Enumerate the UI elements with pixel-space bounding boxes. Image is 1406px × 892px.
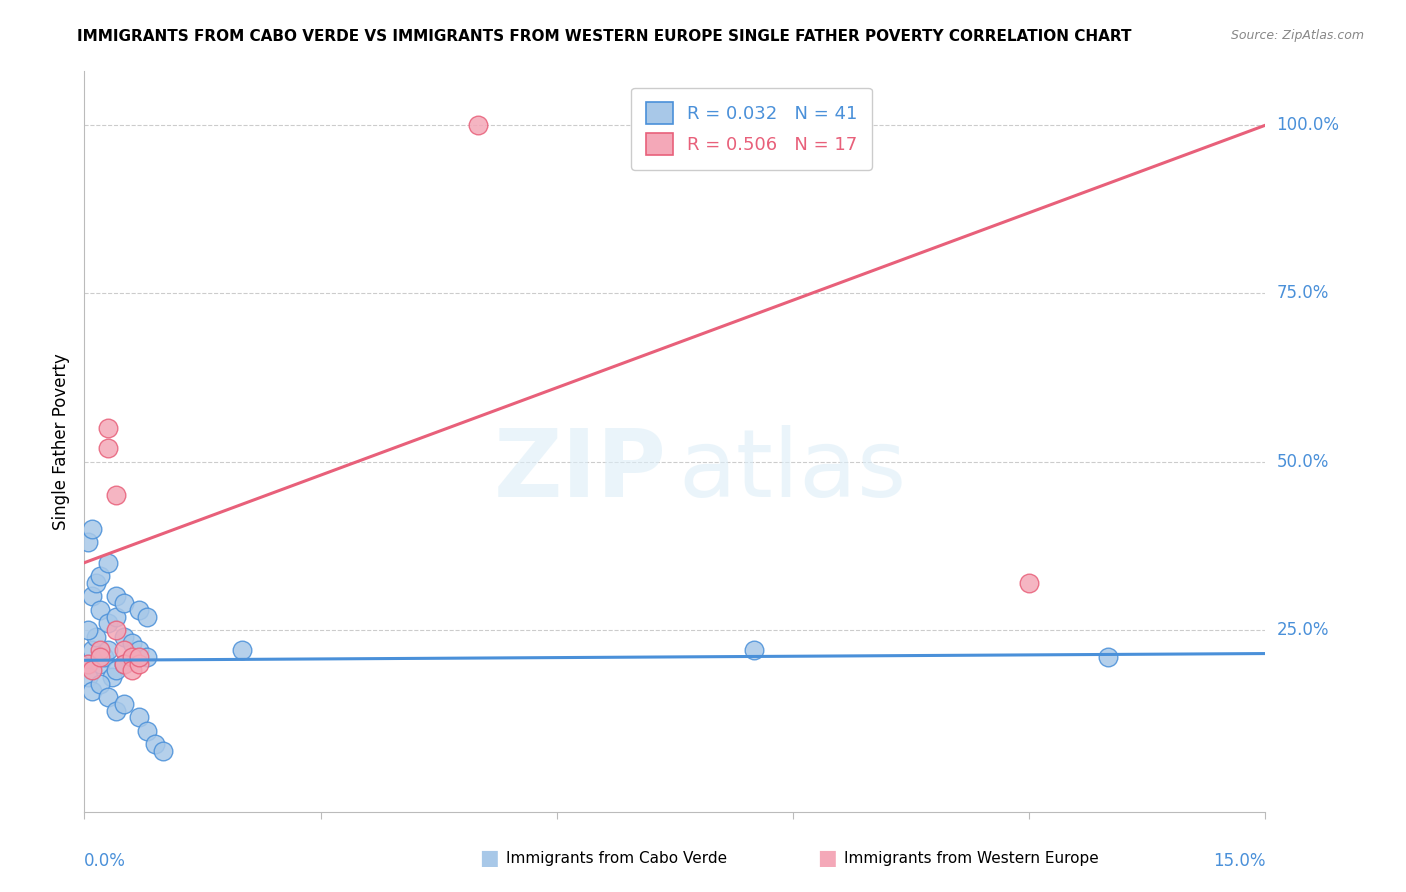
Point	[97, 556, 120, 570]
Point	[742, 118, 765, 132]
Point	[121, 649, 143, 664]
Point	[84, 630, 107, 644]
Point	[112, 630, 135, 644]
Point	[104, 590, 127, 604]
Point	[104, 609, 127, 624]
Point	[112, 657, 135, 671]
Point	[82, 664, 104, 678]
Point	[77, 670, 100, 684]
Point	[136, 609, 159, 624]
Text: 100.0%: 100.0%	[1277, 116, 1340, 134]
Point	[1018, 575, 1040, 590]
Point	[128, 657, 150, 671]
Point	[82, 590, 104, 604]
Point	[128, 710, 150, 724]
Point	[104, 704, 127, 718]
Y-axis label: Single Father Poverty: Single Father Poverty	[52, 353, 70, 530]
Point	[77, 535, 100, 549]
Point	[97, 421, 120, 435]
Point	[104, 623, 127, 637]
Text: atlas: atlas	[679, 425, 907, 517]
Point	[89, 643, 111, 657]
Point	[93, 649, 115, 664]
Point	[77, 657, 100, 671]
Point	[128, 643, 150, 657]
Point	[82, 683, 104, 698]
Point	[89, 677, 111, 691]
Point	[112, 643, 135, 657]
Text: ZIP: ZIP	[494, 425, 666, 517]
Point	[104, 488, 127, 502]
Text: IMMIGRANTS FROM CABO VERDE VS IMMIGRANTS FROM WESTERN EUROPE SINGLE FATHER POVER: IMMIGRANTS FROM CABO VERDE VS IMMIGRANTS…	[77, 29, 1132, 44]
Text: Source: ZipAtlas.com: Source: ZipAtlas.com	[1230, 29, 1364, 42]
Point	[77, 657, 100, 671]
Point	[101, 670, 124, 684]
Text: ■: ■	[479, 848, 499, 868]
Point	[231, 643, 253, 657]
Point	[121, 664, 143, 678]
Point	[104, 664, 127, 678]
Point	[742, 643, 765, 657]
Point	[136, 649, 159, 664]
Point	[143, 738, 166, 752]
Point	[128, 603, 150, 617]
Point	[467, 118, 489, 132]
Point	[121, 636, 143, 650]
Point	[89, 569, 111, 583]
Point	[89, 657, 111, 671]
Text: 25.0%: 25.0%	[1277, 621, 1329, 639]
Point	[97, 442, 120, 456]
Point	[97, 616, 120, 631]
Text: 50.0%: 50.0%	[1277, 453, 1329, 471]
Point	[97, 690, 120, 705]
Point	[152, 744, 174, 758]
Point	[136, 723, 159, 738]
Point	[128, 649, 150, 664]
Text: 75.0%: 75.0%	[1277, 285, 1329, 302]
Point	[112, 697, 135, 711]
Text: 15.0%: 15.0%	[1213, 852, 1265, 870]
Point	[1097, 649, 1119, 664]
Text: Immigrants from Western Europe: Immigrants from Western Europe	[844, 851, 1098, 865]
Point	[121, 649, 143, 664]
Point	[89, 649, 111, 664]
Text: ■: ■	[817, 848, 837, 868]
Point	[112, 596, 135, 610]
Point	[89, 603, 111, 617]
Point	[82, 522, 104, 536]
Point	[82, 643, 104, 657]
Text: 0.0%: 0.0%	[84, 852, 127, 870]
Point	[112, 657, 135, 671]
Point	[84, 575, 107, 590]
Point	[97, 643, 120, 657]
Text: Immigrants from Cabo Verde: Immigrants from Cabo Verde	[506, 851, 727, 865]
Legend: R = 0.032   N = 41, R = 0.506   N = 17: R = 0.032 N = 41, R = 0.506 N = 17	[631, 87, 872, 169]
Point	[77, 623, 100, 637]
